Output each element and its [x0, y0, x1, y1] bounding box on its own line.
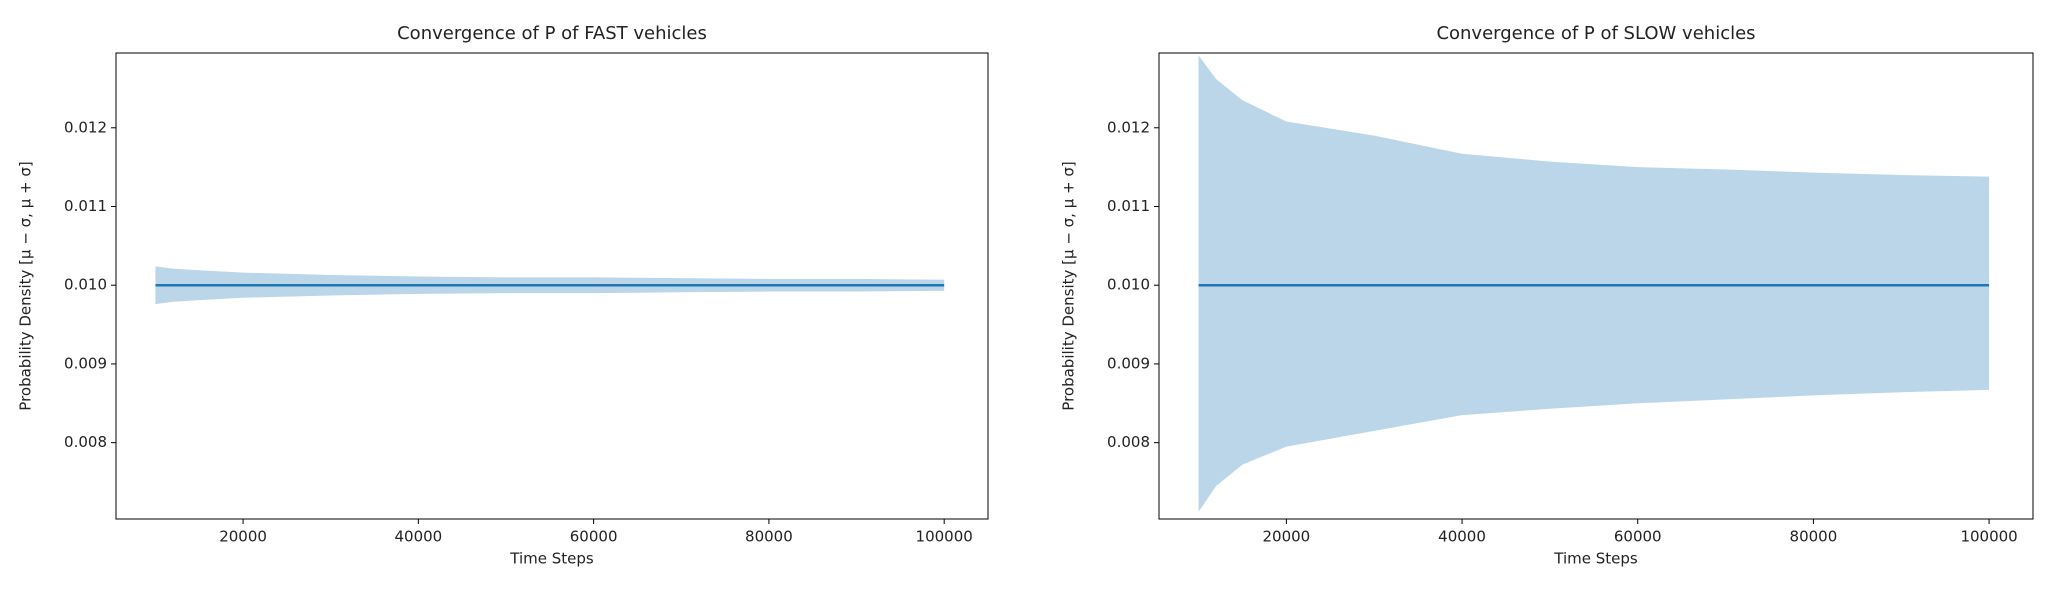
- y-tick-label: 0.009: [64, 354, 107, 372]
- chart-title: Convergence of P of FAST vehicles: [397, 23, 707, 44]
- x-tick-label: 80000: [745, 528, 793, 546]
- y-tick-label: 0.012: [64, 118, 107, 136]
- x-tick-label: 60000: [1614, 528, 1662, 546]
- y-tick-label: 0.008: [1107, 433, 1150, 451]
- y-tick-label: 0.008: [64, 433, 107, 451]
- y-axis-label: Probability Density [μ − σ, μ + σ]: [1060, 161, 1078, 410]
- y-tick-label: 0.009: [1107, 354, 1150, 372]
- x-tick-label: 100000: [916, 528, 973, 546]
- y-axis-label: Probability Density [μ − σ, μ + σ]: [17, 161, 35, 410]
- x-tick-label: 80000: [1790, 528, 1838, 546]
- y-tick-label: 0.012: [1107, 118, 1150, 136]
- band: [1198, 55, 1990, 512]
- x-tick-label: 40000: [394, 528, 442, 546]
- x-tick-label: 20000: [1263, 528, 1311, 546]
- axes-frame: [1158, 52, 2034, 520]
- x-axis-label: Time Steps: [509, 550, 594, 568]
- axes-frame: [115, 52, 989, 520]
- y-tick-label: 0.011: [64, 197, 107, 215]
- x-tick-label: 100000: [1960, 528, 2017, 546]
- x-tick-label: 60000: [570, 528, 618, 546]
- y-tick-label: 0.010: [1107, 276, 1150, 294]
- x-tick-label: 40000: [1438, 528, 1486, 546]
- y-tick-label: 0.011: [1107, 197, 1150, 215]
- x-tick-label: 20000: [219, 528, 267, 546]
- y-tick-label: 0.010: [64, 276, 107, 294]
- x-axis-label: Time Steps: [1553, 550, 1638, 568]
- chart-title: Convergence of P of SLOW vehicles: [1436, 23, 1755, 44]
